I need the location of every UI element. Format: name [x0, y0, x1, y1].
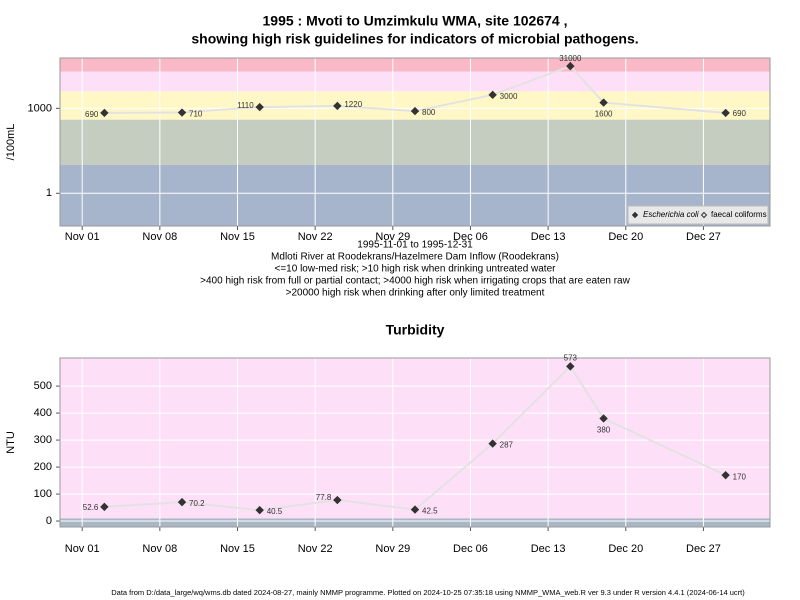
risk-band [60, 119, 770, 165]
legend-marker [700, 211, 708, 219]
value-label: 31000 [559, 54, 582, 63]
x-tick-label: Dec 20 [608, 231, 643, 243]
x-tick-label: Dec 27 [686, 543, 721, 555]
data-point [255, 102, 264, 112]
legend-marker [631, 211, 639, 219]
y-tick-label: 300 [34, 434, 52, 446]
legend-label: faecal coliforms [711, 210, 767, 219]
x-tick-label: Dec 13 [531, 543, 566, 555]
legend-label: Escherichia coli [643, 210, 699, 219]
y-tick-label: 500 [34, 380, 52, 392]
value-label: 573 [564, 353, 578, 362]
data-point [333, 101, 342, 111]
data-point [255, 505, 264, 515]
y-tick-label: 0 [46, 515, 52, 527]
y-axis-label: /100mL [5, 124, 17, 161]
x-tick-label: Nov 01 [65, 231, 100, 243]
value-label: 52.6 [83, 503, 99, 512]
x-tick-label: Dec 13 [531, 231, 566, 243]
data-point [177, 497, 187, 507]
subtitle-note: >20000 high risk when drinking after onl… [286, 288, 545, 299]
chart-title: Turbidity [386, 322, 445, 338]
x-tick-label: Dec 20 [608, 543, 643, 555]
x-tick-label: Nov 22 [298, 543, 333, 555]
value-label: 690 [733, 109, 747, 118]
value-label: 170 [733, 472, 747, 481]
value-label: 690 [85, 110, 99, 119]
y-tick-label: 100 [34, 488, 52, 500]
chart-title: 1995 : Mvoti to Umzimkulu WMA, site 1026… [263, 13, 568, 29]
x-tick-label: Dec 06 [453, 231, 488, 243]
y-tick-label: 200 [34, 461, 52, 473]
x-tick-label: Nov 01 [65, 543, 100, 555]
value-label: 70.2 [189, 499, 205, 508]
subtitle-note: <=10 low-med risk; >10 high risk when dr… [275, 264, 557, 275]
x-tick-label: Nov 22 [298, 231, 333, 243]
subtitle-note: Mdloti River at Roodekrans/Hazelmere Dam… [271, 252, 559, 263]
value-label: 3000 [500, 92, 518, 101]
x-tick-label: Nov 08 [142, 543, 177, 555]
value-label: 1220 [344, 100, 362, 109]
x-tick-label: Dec 27 [686, 231, 721, 243]
value-label: 42.5 [422, 507, 438, 516]
risk-band [60, 358, 770, 519]
y-tick-label: 400 [34, 407, 52, 419]
x-tick-label: Nov 15 [220, 231, 255, 243]
data-point [410, 106, 420, 116]
risk-band [60, 71, 770, 92]
data-point [488, 439, 497, 448]
x-tick-label: Dec 06 [453, 543, 488, 555]
chart-title: showing high risk guidelines for indicat… [191, 31, 638, 47]
footer: Data from D:/data_large/wq/wms.db dated … [111, 588, 745, 597]
data-point [100, 108, 109, 118]
y-axis-label: NTU [5, 431, 17, 454]
value-label: 40.5 [267, 507, 283, 516]
value-label: 1600 [595, 110, 613, 119]
data-point [410, 505, 420, 514]
risk-band [60, 58, 770, 72]
x-tick-label: Nov 29 [375, 543, 410, 555]
value-label: 77.8 [316, 493, 332, 502]
x-tick-label: Nov 15 [220, 543, 255, 555]
subtitle-note: 1995-11-01 to 1995-12-31 [357, 240, 473, 251]
y-tick-label: 1 [46, 187, 52, 199]
data-point [177, 108, 187, 117]
data-point [488, 90, 497, 100]
risk-band [60, 91, 770, 120]
value-label: 287 [500, 441, 514, 450]
data-point [566, 362, 575, 371]
data-point [100, 502, 109, 512]
data-point [566, 61, 575, 71]
plot-frame [59, 357, 771, 528]
value-label: 380 [597, 426, 611, 435]
data-point [721, 108, 730, 118]
y-tick-label: 1000 [28, 102, 52, 114]
plot-frame [59, 57, 771, 227]
data-point [721, 470, 730, 480]
data-point [333, 495, 342, 505]
value-label: 1110 [237, 101, 254, 110]
data-point [599, 414, 608, 423]
subtitle-note: >400 high risk from full or partial cont… [200, 276, 630, 287]
data-point [599, 98, 608, 107]
risk-band [60, 518, 770, 527]
x-tick-label: Nov 29 [375, 231, 410, 243]
legend-box [627, 205, 769, 225]
value-label: 710 [189, 110, 203, 119]
value-label: 800 [422, 108, 436, 117]
x-tick-label: Nov 08 [142, 231, 177, 243]
